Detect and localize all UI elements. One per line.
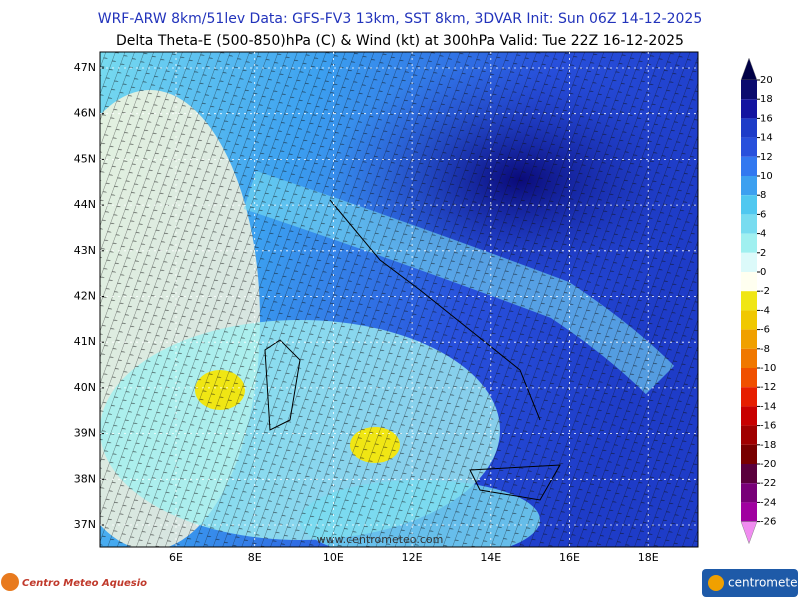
lon-label: 12E [402, 551, 423, 564]
subtitle: Delta Theta-E (500-850)hPa (C) & Wind (k… [116, 33, 684, 49]
lon-label: 6E [169, 551, 183, 564]
left-logo-icon [1, 573, 19, 591]
lon-label: 8E [248, 551, 262, 564]
colorbar-label: -16 [760, 421, 776, 432]
colorbar-label: 2 [760, 248, 766, 259]
map-field [100, 52, 698, 547]
colorbar-segment [741, 233, 757, 253]
colorbar-label: 16 [760, 113, 773, 124]
colorbar-segment [741, 368, 757, 388]
title: WRF-ARW 8km/51lev Data: GFS-FV3 13km, SS… [98, 11, 703, 27]
left-logo: Centro Meteo Aquesio [22, 578, 147, 589]
lat-label: 45N [74, 152, 96, 165]
colorbar-arrow-bottom [740, 521, 758, 545]
colorbar-segment [741, 329, 757, 349]
colorbar-segment [741, 272, 757, 292]
colorbar-label: 20 [760, 75, 773, 86]
colorbar-segment [741, 156, 757, 176]
colorbar-segment [741, 80, 757, 100]
lat-label: 40N [74, 381, 96, 394]
colorbar-label: -2 [760, 286, 770, 297]
lon-label: 14E [480, 551, 501, 564]
lat-label: 43N [74, 244, 96, 257]
colorbar-label: 12 [760, 152, 773, 163]
colorbar-segment [741, 291, 757, 311]
colorbar-label: -18 [760, 440, 776, 451]
colorbar-segment [741, 118, 757, 138]
colorbar-label: 4 [760, 229, 766, 240]
colorbar-segment [741, 348, 757, 368]
colorbar-segment [741, 214, 757, 234]
lon-label: 18E [638, 551, 659, 564]
watermark: www.centrometeo.com [317, 533, 444, 546]
colorbar-label: -6 [760, 325, 770, 336]
colorbar-label: 10 [760, 171, 773, 182]
colorbar-label: -10 [760, 363, 776, 374]
colorbar-label: 8 [760, 190, 766, 201]
colorbar-segment [741, 176, 757, 196]
colorbar-label: -20 [760, 459, 776, 470]
colorbar-label: 0 [760, 267, 766, 278]
lat-label: 37N [74, 518, 96, 531]
footer: Centro Meteo Aquesio centrometeo [1, 569, 800, 597]
colorbar-label: 14 [760, 133, 773, 144]
colorbar-label: -22 [760, 478, 776, 489]
colorbar-segment [741, 252, 757, 272]
right-logo-bg [702, 569, 798, 597]
colorbar-label: -24 [760, 497, 776, 508]
colorbar-label: -4 [760, 305, 770, 316]
colorbar-label: -14 [760, 401, 776, 412]
colorbar-label: -26 [760, 517, 776, 528]
colorbar-segment [741, 483, 757, 503]
lat-label: 41N [74, 335, 96, 348]
colorbar-arrow-top [740, 57, 758, 81]
colorbar-segment [741, 99, 757, 119]
lat-label: 46N [74, 107, 96, 120]
colorbar-label: -8 [760, 344, 770, 355]
colorbar-segment [741, 406, 757, 426]
lat-label: 42N [74, 290, 96, 303]
colorbar-segment [741, 387, 757, 407]
colorbar-segment [741, 137, 757, 157]
lon-label: 10E [323, 551, 344, 564]
colorbar-segment [741, 502, 757, 522]
right-logo-icon [708, 575, 724, 591]
colorbar-segment [741, 444, 757, 464]
colorbar-segment [741, 310, 757, 330]
lat-label: 44N [74, 198, 96, 211]
right-logo: centrometeo [728, 576, 800, 590]
lat-label: 39N [74, 427, 96, 440]
colorbar-segment [741, 195, 757, 215]
colorbar-label: 6 [760, 209, 766, 220]
lat-label: 38N [74, 472, 96, 485]
colorbar-segment [741, 464, 757, 484]
colorbar-label: -12 [760, 382, 776, 393]
colorbar-label: 18 [760, 94, 773, 105]
lat-label: 47N [74, 61, 96, 74]
colorbar-segment [741, 425, 757, 445]
lon-label: 16E [559, 551, 580, 564]
map-frame [99, 51, 699, 548]
